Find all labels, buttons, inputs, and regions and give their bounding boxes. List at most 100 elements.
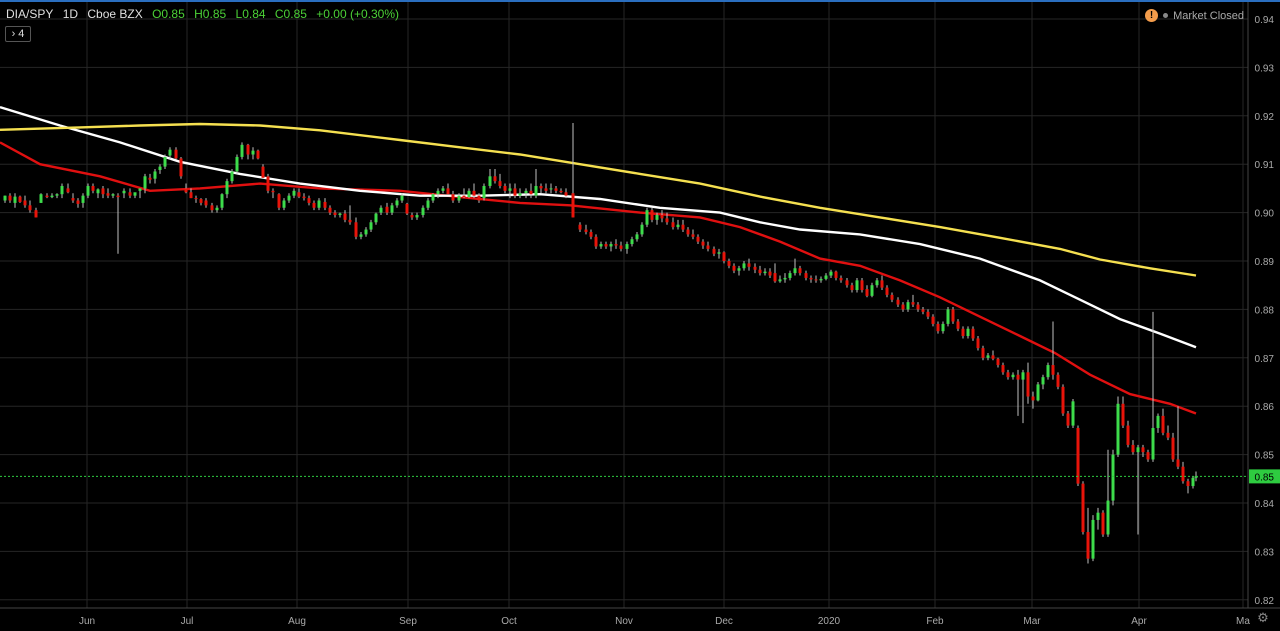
candle xyxy=(86,183,90,199)
candle xyxy=(138,188,142,199)
y-tick-label: 0.85 xyxy=(1255,451,1275,462)
candle-body xyxy=(354,222,358,237)
candle-body xyxy=(168,149,172,156)
candle-body xyxy=(691,234,695,237)
candle xyxy=(513,183,517,199)
candle xyxy=(8,193,12,203)
candle xyxy=(369,219,373,232)
candle xyxy=(333,210,337,218)
candle xyxy=(462,188,466,199)
candle xyxy=(261,164,265,179)
candle-body xyxy=(282,200,286,208)
candle xyxy=(773,263,777,283)
candle-body xyxy=(870,285,874,296)
candle xyxy=(1071,398,1075,428)
candle xyxy=(936,321,940,334)
y-tick-label: 0.94 xyxy=(1255,15,1275,26)
candle-body xyxy=(981,348,985,358)
candle xyxy=(1101,510,1105,537)
candle xyxy=(860,277,864,293)
x-tick-label: Apr xyxy=(1131,616,1147,627)
candle xyxy=(328,205,332,216)
candle xyxy=(544,183,548,194)
candle xyxy=(906,299,910,312)
candle-body xyxy=(374,213,378,223)
candle xyxy=(343,210,347,223)
candle xyxy=(625,241,629,254)
candle xyxy=(374,212,378,225)
candle-body xyxy=(1011,374,1015,378)
warning-icon[interactable]: ! xyxy=(1145,9,1159,22)
candle-body xyxy=(986,355,990,358)
candle-body xyxy=(544,188,548,191)
candle-body xyxy=(763,271,767,274)
candle xyxy=(564,188,568,199)
candle xyxy=(307,195,311,206)
candle-body xyxy=(143,176,147,189)
candle-body xyxy=(753,266,757,270)
candle xyxy=(1056,372,1060,390)
candle xyxy=(814,275,818,283)
candle xyxy=(128,188,132,199)
candle-body xyxy=(916,304,920,310)
candle-body xyxy=(1036,384,1040,401)
candle xyxy=(446,183,450,195)
candle xyxy=(498,173,502,189)
candle-body xyxy=(655,215,659,220)
candle-body xyxy=(660,215,664,219)
candle xyxy=(111,193,115,199)
symbol-name[interactable]: DIA/SPY xyxy=(6,7,54,21)
candle-body xyxy=(1016,374,1020,380)
candle xyxy=(426,198,430,211)
candle xyxy=(712,246,716,257)
high-value: H0.85 xyxy=(194,7,227,21)
candle-body xyxy=(158,166,162,171)
candle-body xyxy=(554,188,558,191)
candle-body xyxy=(189,192,193,199)
x-tick-label: Mar xyxy=(1023,616,1041,627)
candle xyxy=(529,183,533,199)
indicators-toggle-button[interactable]: › 4 xyxy=(5,26,31,42)
x-tick-label: Ma xyxy=(1236,616,1250,627)
candle-body xyxy=(1091,519,1095,559)
candle-body xyxy=(60,185,64,195)
candle xyxy=(390,202,394,216)
indicator-count: 4 xyxy=(18,28,25,40)
candle-body xyxy=(778,279,782,282)
candle-body xyxy=(890,294,894,300)
candle-body xyxy=(1161,415,1165,433)
x-tick-label: Nov xyxy=(615,616,633,627)
candle-body xyxy=(865,289,869,296)
candle xyxy=(732,263,736,274)
candle-body xyxy=(184,188,188,193)
candle xyxy=(880,275,884,291)
candle xyxy=(1176,406,1180,470)
candle-body xyxy=(333,212,337,216)
candle-body xyxy=(39,194,43,203)
candle-body xyxy=(472,190,476,196)
candle-body xyxy=(1111,454,1115,501)
candle-body xyxy=(727,261,731,266)
candle-body xyxy=(488,176,492,186)
candle-body xyxy=(1176,459,1180,467)
candle-body xyxy=(467,190,471,198)
candle-body xyxy=(122,190,126,194)
candle-body xyxy=(421,207,425,216)
close-value: C0.85 xyxy=(274,7,307,21)
candle xyxy=(277,193,281,211)
candle-body xyxy=(513,188,517,196)
candle xyxy=(599,241,603,249)
gear-icon[interactable]: ⚙ xyxy=(1257,610,1269,625)
interval[interactable]: 1D xyxy=(62,7,79,21)
candle xyxy=(793,258,797,276)
candle-body xyxy=(287,195,291,201)
candle xyxy=(34,207,38,218)
candle xyxy=(168,147,172,160)
candle xyxy=(1076,425,1080,487)
candle xyxy=(706,241,710,252)
candle-body xyxy=(1131,444,1135,453)
candle-body xyxy=(1106,500,1110,535)
candle xyxy=(665,212,669,225)
candle xyxy=(457,193,461,203)
